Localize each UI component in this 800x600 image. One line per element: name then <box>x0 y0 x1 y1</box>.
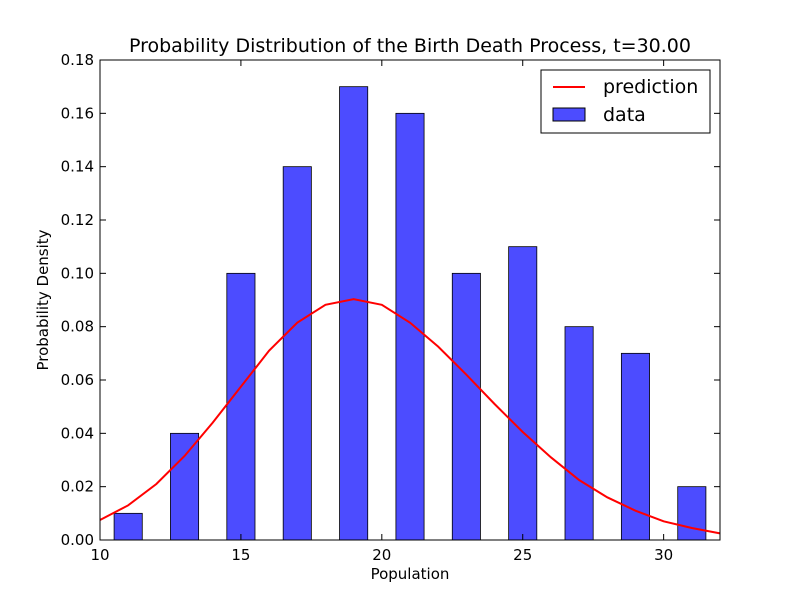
legend-label-prediction: prediction <box>603 76 698 98</box>
y-tick-label-3: 0.06 <box>61 371 94 389</box>
chart-title: Probability Distribution of the Birth De… <box>129 35 691 57</box>
y-tick-label-0: 0.00 <box>61 531 94 549</box>
y-tick-label-4: 0.08 <box>61 318 94 336</box>
bar-5 <box>395 112 425 541</box>
x-tick-label-4: 30 <box>654 546 673 564</box>
prediction-line <box>99 298 721 535</box>
bar-9 <box>620 352 650 541</box>
legend-bar-swatch <box>552 107 586 122</box>
x-tick-label-0: 10 <box>90 546 109 564</box>
bar-4 <box>339 86 369 541</box>
bar-8 <box>564 326 594 541</box>
line-layer <box>99 298 721 535</box>
x-tick-label-3: 25 <box>513 546 532 564</box>
bar-6 <box>451 272 481 541</box>
y-axis-label: Probability Density <box>34 229 52 370</box>
legend-box <box>540 69 711 134</box>
bar-2 <box>226 272 256 541</box>
y-tick-label-6: 0.12 <box>61 211 94 229</box>
legend: prediction data <box>540 69 711 134</box>
y-tick-label-2: 0.04 <box>61 424 94 442</box>
ticks-layer: 10 15 20 25 30 0.00 0.02 0.04 0.06 0.08 0.10 0.12 0.… <box>61 51 720 564</box>
y-tick-label-9: 0.18 <box>61 51 94 69</box>
y-tick-label-1: 0.02 <box>61 478 94 496</box>
bar-7 <box>508 246 538 541</box>
x-tick-label-1: 15 <box>231 546 250 564</box>
x-tick-label-2: 20 <box>372 546 391 564</box>
bars-layer <box>113 86 707 541</box>
bar-10 <box>677 486 707 541</box>
plot-frame <box>99 59 721 541</box>
x-axis-label: Population <box>371 565 450 583</box>
legend-label-data: data <box>603 104 646 126</box>
y-tick-label-5: 0.10 <box>61 264 94 282</box>
bar-0 <box>113 512 143 541</box>
bar-1 <box>170 432 200 541</box>
bar-3 <box>282 166 312 541</box>
y-tick-label-8: 0.16 <box>61 104 94 122</box>
y-tick-label-7: 0.14 <box>61 158 94 176</box>
